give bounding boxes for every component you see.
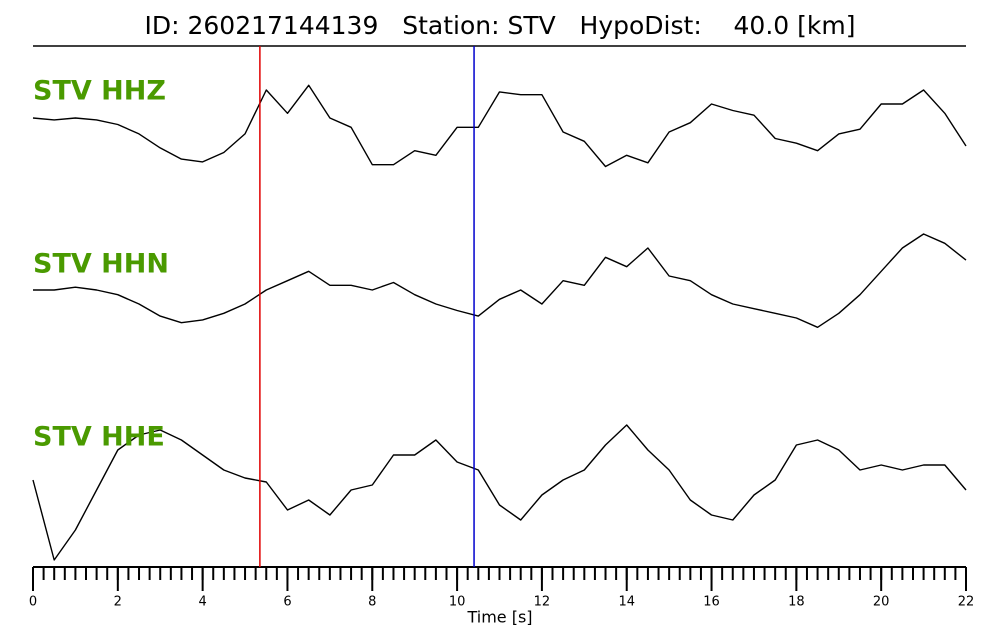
chart-title: ID: 260217144139 Station: STV HypoDist: …	[145, 11, 856, 40]
waveform	[32, 424, 967, 561]
channel-label: STV HHE	[33, 422, 165, 453]
x-tick-label: 0	[29, 595, 37, 610]
x-axis-label: Time [s]	[466, 608, 532, 627]
x-tick-label: 10	[449, 595, 466, 610]
x-tick-label: 8	[368, 595, 376, 610]
waveform	[32, 84, 967, 168]
x-tick-label: 18	[788, 595, 805, 610]
x-tick-label: 12	[534, 595, 551, 610]
x-tick-label: 20	[873, 595, 890, 610]
x-tick-label: 6	[283, 595, 291, 610]
waveform	[33, 233, 967, 328]
x-tick-label: 14	[618, 595, 635, 610]
channel-label: STV HHN	[33, 249, 169, 280]
x-tick-label: 16	[703, 595, 720, 610]
x-tick-label: 22	[958, 595, 975, 610]
x-tick-label: 4	[198, 595, 206, 610]
x-tick-label: 2	[114, 595, 122, 610]
channel-label: STV HHZ	[33, 76, 166, 107]
